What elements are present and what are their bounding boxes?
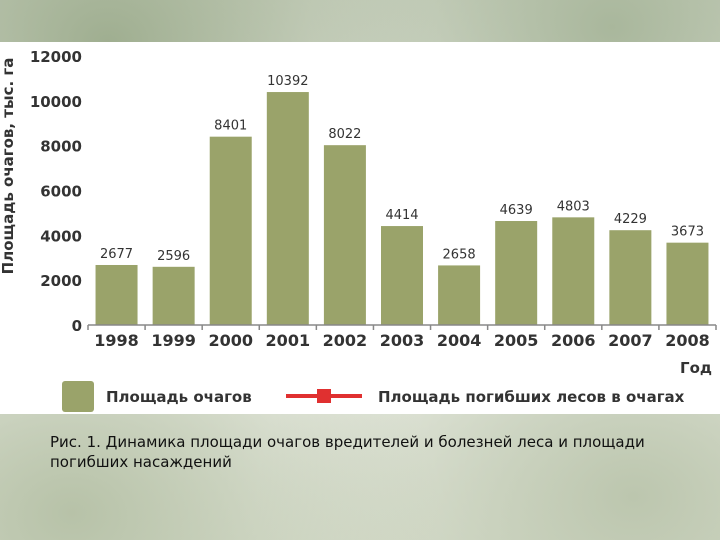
bar [609,230,652,325]
bar [495,221,538,325]
bar-value-label: 4414 [385,208,418,223]
bar [666,242,709,325]
y-tick-label: 8000 [40,138,82,156]
legend-swatch-marker [317,389,331,403]
bar-value-label: 2596 [157,249,190,264]
bar-value-label: 2658 [443,247,476,262]
x-tick-label: 2000 [208,331,253,350]
bar [381,226,423,325]
bar [266,92,309,326]
x-tick-label: 2002 [323,331,368,350]
y-tick-label: 0 [72,317,82,335]
x-tick-label: 2007 [608,331,653,350]
x-tick-label: 2005 [494,331,539,350]
y-tick-label: 12000 [30,48,82,66]
bar [552,217,595,325]
figure-caption: Рис. 1. Динамика площади очагов вредител… [50,433,645,471]
ylabel-backing [0,42,16,414]
y-tick-label: 4000 [40,227,82,245]
x-tick-label: 2001 [266,331,311,350]
x-tick-label: 2004 [437,331,482,350]
y-tick-label: 2000 [40,272,82,290]
y-tick-label: 10000 [30,93,82,111]
y-tick-label: 6000 [40,183,82,201]
y-axis-title: Площадь очагов, тыс. га [0,58,17,275]
legend: Площадь очагов Площадь погибших лесов в … [62,381,685,412]
bars [95,92,709,326]
bar [209,136,252,325]
value-labels: 2677 2596 8401 10392 8022 4414 2658 4639 4803 422… [100,74,704,264]
chart: 0 2000 4000 6000 8000 10000 12000 2677 2596 8401… [0,42,717,414]
x-axis-title: Год [680,359,712,377]
x-tick-label: 2003 [380,331,425,350]
legend-label-line: Площадь погибших лесов в очагах [378,388,685,406]
bar-value-label: 4229 [614,212,647,227]
x-tick-label: 1998 [94,331,139,350]
bar-value-label: 2677 [100,247,133,262]
bar [323,145,366,325]
x-tick-label: 1999 [151,331,196,350]
x-tick-label: 2008 [665,331,710,350]
x-tick-label: 2006 [551,331,596,350]
bar [152,266,195,325]
legend-label-bars: Площадь очагов [106,388,252,406]
bar-value-label: 8022 [328,127,361,142]
bar-value-label: 10392 [267,74,308,89]
bar-value-label: 8401 [214,119,247,134]
x-axis-ticks: 1998 1999 2000 2001 2002 2003 2004 2005 2006 2007… [87,325,717,350]
bar [95,264,138,325]
bar-value-label: 3673 [671,225,704,240]
bar-value-label: 4803 [557,199,590,214]
bar-value-label: 4639 [500,203,533,218]
bar [438,265,481,325]
legend-swatch-bar [62,381,94,412]
y-axis-ticks: 0 2000 4000 6000 8000 10000 12000 [30,48,82,335]
